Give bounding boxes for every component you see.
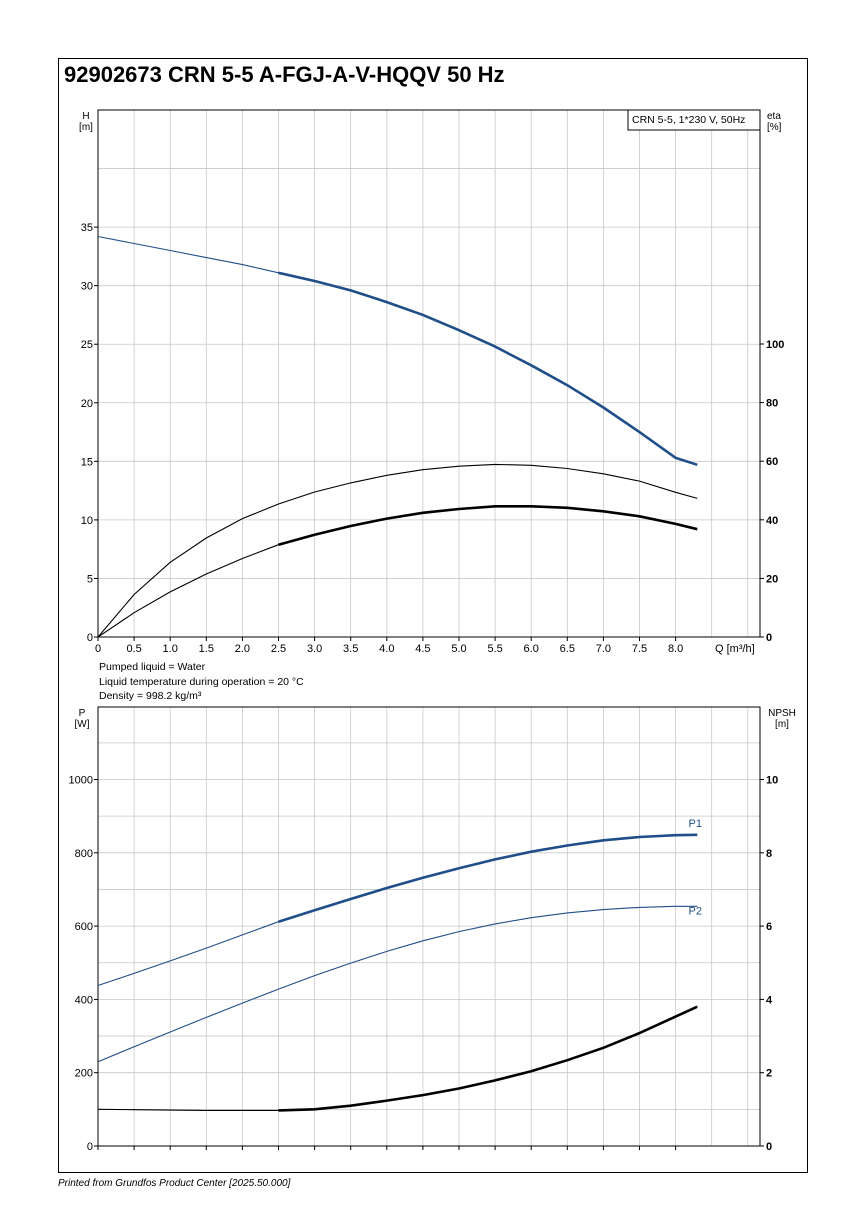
y-tick-label-right: 100	[766, 339, 784, 351]
y-tick-label-left: 10	[81, 515, 93, 527]
y-tick-label-left: 800	[75, 848, 93, 860]
series-line-efficiency-1	[97, 463, 698, 638]
y-tick-label-right: 0	[766, 1141, 772, 1153]
x-tick-label: 2.0	[235, 643, 250, 655]
series-line-head-operating	[278, 271, 698, 467]
y-tick-label-left: 0	[87, 632, 93, 644]
x-tick-label: 3.0	[307, 643, 322, 655]
pumped-liquid-note: Pumped liquid = Water	[99, 661, 206, 673]
series-line-efficiency-2-operating	[278, 505, 698, 546]
y-axis-left-unit: [W]	[75, 719, 90, 730]
y-tick-label-left: 600	[75, 921, 93, 933]
series-label-p1: P1	[689, 818, 702, 830]
y-tick-label-right: 10	[766, 775, 778, 787]
y-axis-left-name: H	[82, 111, 89, 122]
footer-note: Printed from Grundfos Product Center [20…	[58, 1178, 291, 1189]
y-axis-left-unit: [m]	[79, 122, 93, 133]
series-line-p2	[97, 905, 698, 1063]
y-tick-label-left: 400	[75, 994, 93, 1006]
series-line-p1-operating	[278, 833, 698, 923]
x-tick-label: 1.0	[163, 643, 178, 655]
y-tick-label-right: 20	[766, 573, 778, 585]
y-axis-right-unit: [%]	[767, 122, 782, 133]
series-line-npsh-operating	[278, 1005, 698, 1112]
legend-box	[627, 109, 761, 131]
y-tick-label-left: 15	[81, 456, 93, 468]
x-tick-label: 5.0	[451, 643, 466, 655]
x-tick-label: 0.5	[126, 643, 141, 655]
y-tick-label-right: 80	[766, 398, 778, 410]
page-title: 92902673 CRN 5-5 A-FGJ-A-V-HQQV 50 Hz	[64, 62, 505, 87]
y-axis-right-name: eta	[767, 111, 781, 122]
x-tick-label: 0	[95, 643, 101, 655]
y-tick-label-right: 40	[766, 515, 778, 527]
y-tick-label-left: 20	[81, 398, 93, 410]
y-tick-label-right: 0	[766, 632, 772, 644]
x-tick-label: 8.0	[668, 643, 683, 655]
x-tick-label: 5.5	[487, 643, 502, 655]
plot-area-bottom	[97, 706, 761, 1147]
y-tick-label-left: 25	[81, 339, 93, 351]
y-tick-label-left: 1000	[69, 775, 93, 787]
y-tick-label-left: 0	[87, 1141, 93, 1153]
y-tick-label-left: 5	[87, 573, 93, 585]
plot-area-top	[97, 109, 761, 638]
x-tick-label: 6.5	[560, 643, 575, 655]
x-tick-label: 4.0	[379, 643, 394, 655]
legend-label: CRN 5-5, 1*230 V, 50Hz	[632, 114, 745, 126]
x-tick-label: 1.5	[199, 643, 214, 655]
x-tick-label: 6.0	[524, 643, 539, 655]
x-tick-label: 7.5	[632, 643, 647, 655]
x-tick-label: 2.5	[271, 643, 286, 655]
series-line-npsh	[97, 1108, 279, 1111]
density-note: Density = 998.2 kg/m³	[99, 690, 202, 702]
y-tick-label-right: 2	[766, 1068, 772, 1080]
series-line-head	[97, 235, 279, 274]
x-tick-label: 4.5	[415, 643, 430, 655]
y-tick-label-left: 35	[81, 222, 93, 234]
y-axis-right-unit: [m]	[775, 719, 789, 730]
series-line-efficiency-2	[97, 544, 279, 638]
x-tick-label: 3.5	[343, 643, 358, 655]
y-tick-label-left: 30	[81, 281, 93, 293]
x-tick-label: 7.0	[596, 643, 611, 655]
y-tick-label-right: 8	[766, 848, 772, 860]
series-label-p2: P2	[689, 905, 702, 917]
series-line-p1	[97, 921, 279, 987]
chart-frame	[58, 58, 808, 1173]
y-tick-label-right: 6	[766, 921, 772, 933]
liquid-temperature-note: Liquid temperature during operation = 20…	[99, 676, 304, 688]
y-tick-label-right: 4	[766, 994, 773, 1006]
y-tick-label-right: 60	[766, 456, 778, 468]
y-axis-left-name: P	[79, 708, 86, 719]
y-axis-right-name: NPSH	[768, 708, 796, 719]
y-tick-label-left: 200	[75, 1068, 93, 1080]
x-axis-label: Q [m³/h]	[715, 643, 755, 655]
